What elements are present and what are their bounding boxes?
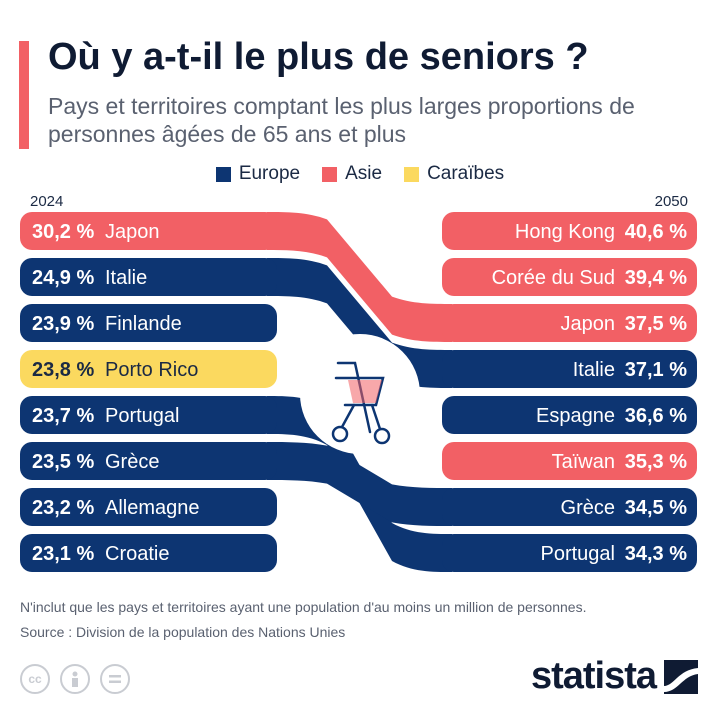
right-value-taiwan: 35,3 %: [625, 451, 687, 473]
no-derivatives-icon[interactable]: [100, 664, 130, 694]
left-value-porto-rico: 23,8 %: [32, 359, 94, 381]
left-bar-italie: [20, 258, 277, 296]
left-label-allemagne: Allemagne: [105, 497, 200, 519]
footnote: N'inclut que les pays et territoires aya…: [20, 599, 587, 615]
left-value-grece: 23,5 %: [32, 451, 94, 473]
left-value-portugal: 23,7 %: [32, 405, 94, 427]
right-bar-taiwan: [442, 442, 697, 480]
legend-item-caraibes: Caraïbes: [404, 162, 504, 186]
right-label-portugal: Portugal: [541, 543, 616, 565]
left-value-italie: 24,9 %: [32, 267, 94, 289]
right-value-grece: 34,5 %: [625, 497, 687, 519]
license-icons: cc: [20, 664, 130, 694]
right-label-grece: Grèce: [561, 497, 615, 519]
left-bar-croatie: [20, 534, 277, 572]
cc-icon[interactable]: cc: [20, 664, 50, 694]
left-label-porto-rico: Porto Rico: [105, 359, 198, 381]
right-value-coree-du-sud: 39,4 %: [625, 267, 687, 289]
right-label-coree-du-sud: Corée du Sud: [492, 267, 615, 289]
right-bar-grece: [442, 488, 697, 526]
legend-swatch-asie: [322, 166, 338, 182]
right-value-espagne: 36,6 %: [625, 405, 687, 427]
bar-layer: 30,2 % Japon 24,9 % Italie 23,9 % Finlande 23,…: [20, 212, 697, 572]
right-label-japon: Japon: [561, 313, 616, 335]
title-accent-bar: [19, 41, 29, 149]
right-bar-italie: [442, 350, 697, 388]
statista-logo-icon: [664, 659, 698, 694]
left-bar-allemagne: [20, 488, 277, 526]
statista-logo[interactable]: statista: [531, 655, 698, 698]
right-value-hong-kong: 40,6 %: [625, 221, 687, 243]
legend-label-europe: Europe: [238, 163, 301, 184]
legend: Europe Asie Caraïbes: [0, 162, 720, 186]
right-value-italie: 37,1 %: [625, 359, 687, 381]
right-bar-coree-du-sud: [442, 258, 697, 296]
left-bar-grece: [20, 442, 277, 480]
rollator-illustration: [300, 334, 420, 454]
legend-item-europe: Europe: [215, 162, 301, 186]
left-value-japon: 30,2 %: [32, 221, 94, 243]
legend-label-asie: Asie: [345, 163, 383, 184]
left-bar-finlande: [20, 304, 277, 342]
right-label-hong-kong: Hong Kong: [515, 221, 615, 243]
statista-wordmark: statista: [530, 655, 657, 697]
left-value-finlande: 23,9 %: [32, 313, 94, 335]
right-label-taiwan: Taïwan: [552, 451, 615, 473]
source-note: Source : Division de la population des N…: [20, 624, 346, 640]
right-label-italie: Italie: [573, 359, 615, 381]
year-label-right: 2050: [654, 193, 688, 210]
year-label-left: 2024: [30, 193, 64, 210]
legend-swatch-europe: [215, 166, 231, 182]
left-bar-japon: [20, 212, 277, 250]
left-bar-portugal: [20, 396, 277, 434]
right-value-portugal: 34,3 %: [625, 543, 687, 565]
right-bar-japon: [442, 304, 697, 342]
connector-grece: [267, 442, 452, 526]
left-label-portugal: Portugal: [105, 405, 180, 427]
left-value-allemagne: 23,2 %: [32, 497, 94, 519]
left-label-croatie: Croatie: [105, 543, 169, 565]
attribution-icon[interactable]: [60, 664, 90, 694]
legend-item-asie: Asie: [322, 162, 382, 186]
left-value-croatie: 23,1 %: [32, 543, 94, 565]
legend-swatch-caraibes: [404, 166, 420, 182]
rollator-icon: [331, 361, 391, 445]
connector-japon: [267, 212, 452, 342]
left-label-japon: Japon: [105, 221, 160, 243]
right-label-espagne: Espagne: [536, 405, 615, 427]
left-label-italie: Italie: [105, 267, 147, 289]
right-bar-espagne: [442, 396, 697, 434]
left-bar-porto-rico: [20, 350, 277, 388]
chart-subtitle: Pays et territoires comptant les plus la…: [48, 93, 635, 147]
slope-chart: 30,2 % Japon 24,9 % Italie 23,9 % Finlande 23,…: [20, 212, 697, 572]
right-bar-hong-kong: [442, 212, 697, 250]
left-label-grece: Grèce: [105, 451, 159, 473]
chart-title: Où y a-t-il le plus de seniors ?: [48, 36, 589, 78]
right-value-japon: 37,5 %: [625, 313, 687, 335]
rollator-basket: [348, 380, 382, 403]
legend-label-caraibes: Caraïbes: [427, 163, 505, 184]
left-label-finlande: Finlande: [105, 313, 182, 335]
right-bar-portugal: [442, 534, 697, 572]
